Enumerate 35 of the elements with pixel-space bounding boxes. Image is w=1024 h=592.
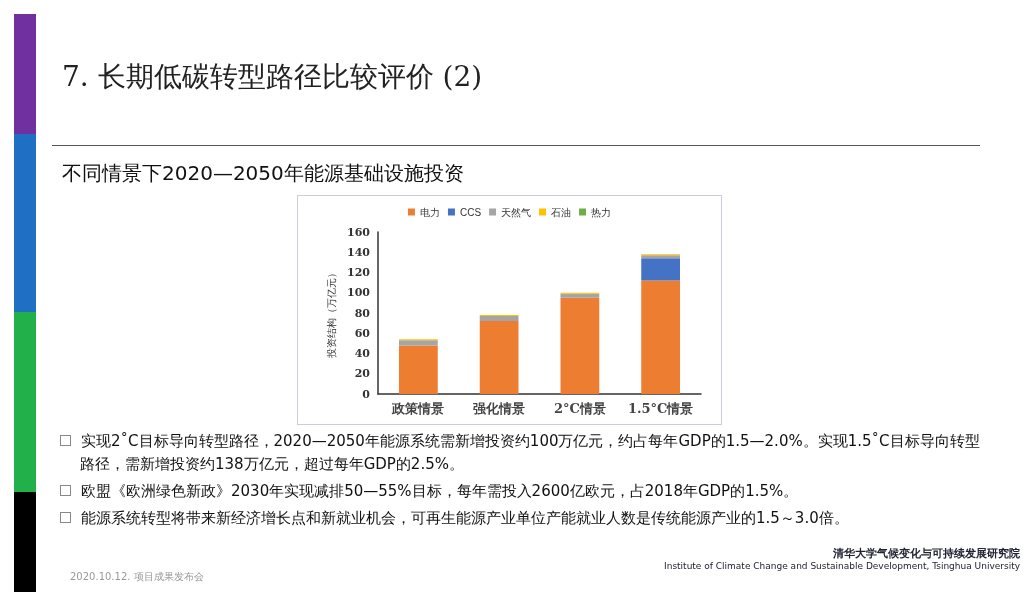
y-tick-label: 80: [354, 306, 371, 320]
y-tick-label: 0: [362, 387, 371, 401]
bar: [479, 316, 519, 322]
x-tick-label: 强化情景: [473, 401, 526, 416]
legend-label: CCS: [459, 206, 482, 218]
y-tick-label: 40: [354, 347, 371, 360]
text: 2020.10.12. 项目成果发布会: [70, 570, 204, 584]
y-tick-label: 140: [347, 245, 371, 259]
x-tick-label: 1.5°C情景: [627, 401, 694, 416]
bar: [399, 345, 438, 394]
text: 欧盟《欧洲绿色新政》2030年实现减排50—55%目标，每年需投入2600亿欧元，占2018年GDP的1.5%。: [80, 481, 800, 502]
bar: [641, 258, 681, 281]
chart-title: 7. 长期低碳转型路径比较评价 (2): [62, 59, 483, 95]
bar: [479, 321, 519, 394]
text: Institute of Climate Change and Sustainable Development, Tsinghua University: [663, 561, 1020, 571]
chart-subtitle: 不同情景下2020—2050年能源基础设施投资: [62, 160, 464, 187]
bar: [641, 280, 681, 394]
text: 清华大学气候变化与可持续发展研究院: [832, 546, 1020, 561]
y-tick-label: 160: [347, 225, 371, 239]
x-tick-label: 政策情景: [391, 401, 445, 416]
legend-label: 石油: [551, 206, 572, 218]
bar: [560, 297, 600, 394]
text: 实现2˚C目标导向转型路径，2020—2050年能源系统需新增投资约100万亿元，约占每年GDP的1.5—2.0%。实现1.5˚C目标导向转型路径，需新增投资约138万亿元，超过每年GDP的2.5%。: [80, 431, 981, 475]
y-axis-title: 投资结构（万亿元）: [325, 268, 337, 359]
text: 能源系统转型将带来新经济增长点和新就业机会，可再生能源产业单位产能就业人数是传统能源产业的1.5～3.0倍。: [80, 508, 850, 529]
y-tick-label: 20: [354, 367, 371, 381]
legend-label: 天然气: [501, 206, 532, 218]
legend-label: 热力: [591, 206, 612, 218]
legend-label: 电力: [419, 206, 440, 218]
bar: [399, 340, 438, 346]
bar: [560, 293, 600, 298]
y-tick-label: 100: [347, 286, 371, 300]
y-tick-label: 120: [347, 266, 371, 279]
x-tick-label: 2°C情景: [553, 401, 606, 416]
y-tick-label: 60: [354, 326, 371, 340]
